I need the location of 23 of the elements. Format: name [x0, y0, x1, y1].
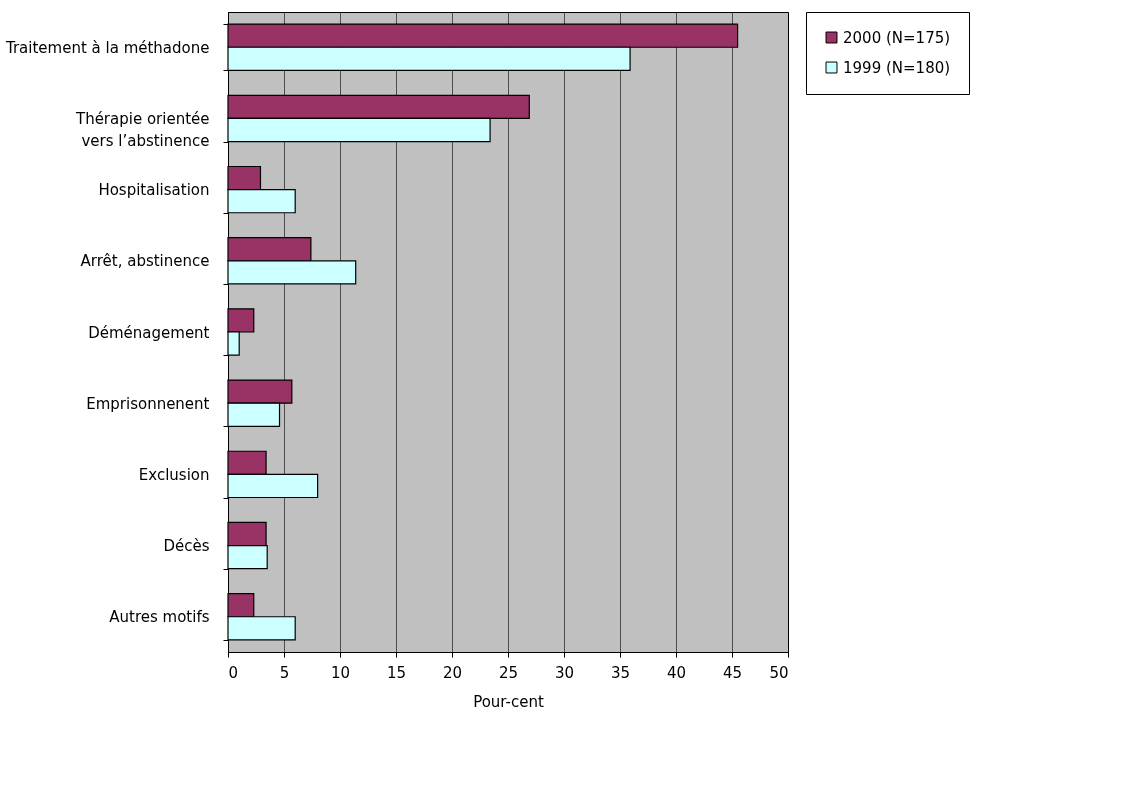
x-tick-label: 50 [769, 663, 789, 682]
y-tick-label: Décès [163, 537, 210, 556]
x-tick-label: 5 [279, 663, 290, 682]
x-tick-label: 20 [442, 663, 463, 682]
x-tick-label: 25 [498, 663, 519, 682]
x-tick-label: 45 [722, 663, 743, 682]
y-tick-label: Traitement à la méthadone [4, 38, 210, 57]
x-tick-label: 0 [228, 663, 239, 682]
x-tick-label: 30 [554, 663, 575, 682]
y-tick-label: Exclusion [138, 465, 210, 484]
y-tick-label: Autres motifs [109, 608, 210, 627]
legend-label: 1999 (N=180) [843, 58, 951, 77]
y-tick-label: Emprisonnenent [86, 394, 210, 413]
x-axis-title: Pour-cent [473, 692, 544, 711]
y-tick-label: Thérapie orientée vers l’abstinence [74, 109, 210, 150]
y-tick-label: Hospitalisation [98, 181, 210, 200]
y-tick-label: Arrêt, abstinence [80, 252, 210, 271]
x-tick-label: 10 [330, 663, 351, 682]
x-tick-label: 40 [666, 663, 687, 682]
y-tick-label: Déménagement [88, 323, 210, 342]
legend-label: 2000 (N=175) [843, 28, 951, 47]
x-tick-label: 35 [610, 663, 631, 682]
x-tick-label: 15 [386, 663, 407, 682]
